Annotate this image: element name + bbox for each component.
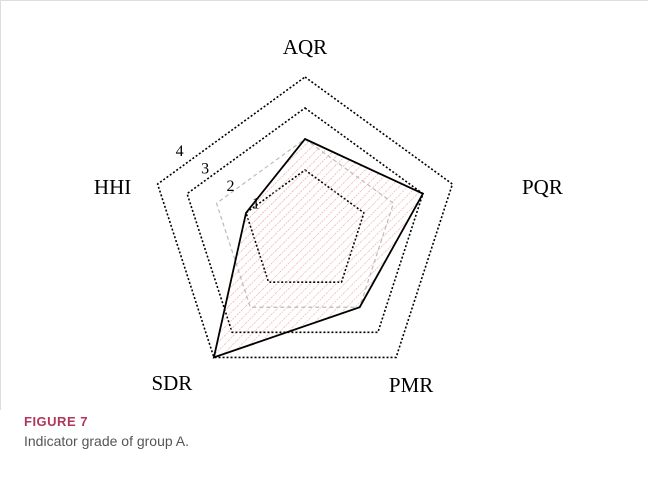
grid-ring bbox=[186, 107, 424, 334]
r-tick-label: 3 bbox=[201, 160, 209, 177]
series-area bbox=[212, 137, 425, 359]
category-label: SDR bbox=[151, 371, 192, 395]
r-tick-label: 4 bbox=[176, 143, 184, 160]
r-tick-label: 2 bbox=[227, 178, 235, 195]
category-label: HHI bbox=[94, 175, 131, 199]
category-label: AQR bbox=[283, 35, 327, 59]
caption-label: FIGURE 7 bbox=[24, 414, 88, 429]
category-label: PQR bbox=[522, 175, 563, 199]
caption-text: Indicator grade of group A. bbox=[24, 433, 189, 449]
frame bbox=[0, 0, 648, 410]
category-label: PMR bbox=[389, 373, 433, 397]
caption: FIGURE 7 Indicator grade of group A. bbox=[24, 414, 189, 449]
